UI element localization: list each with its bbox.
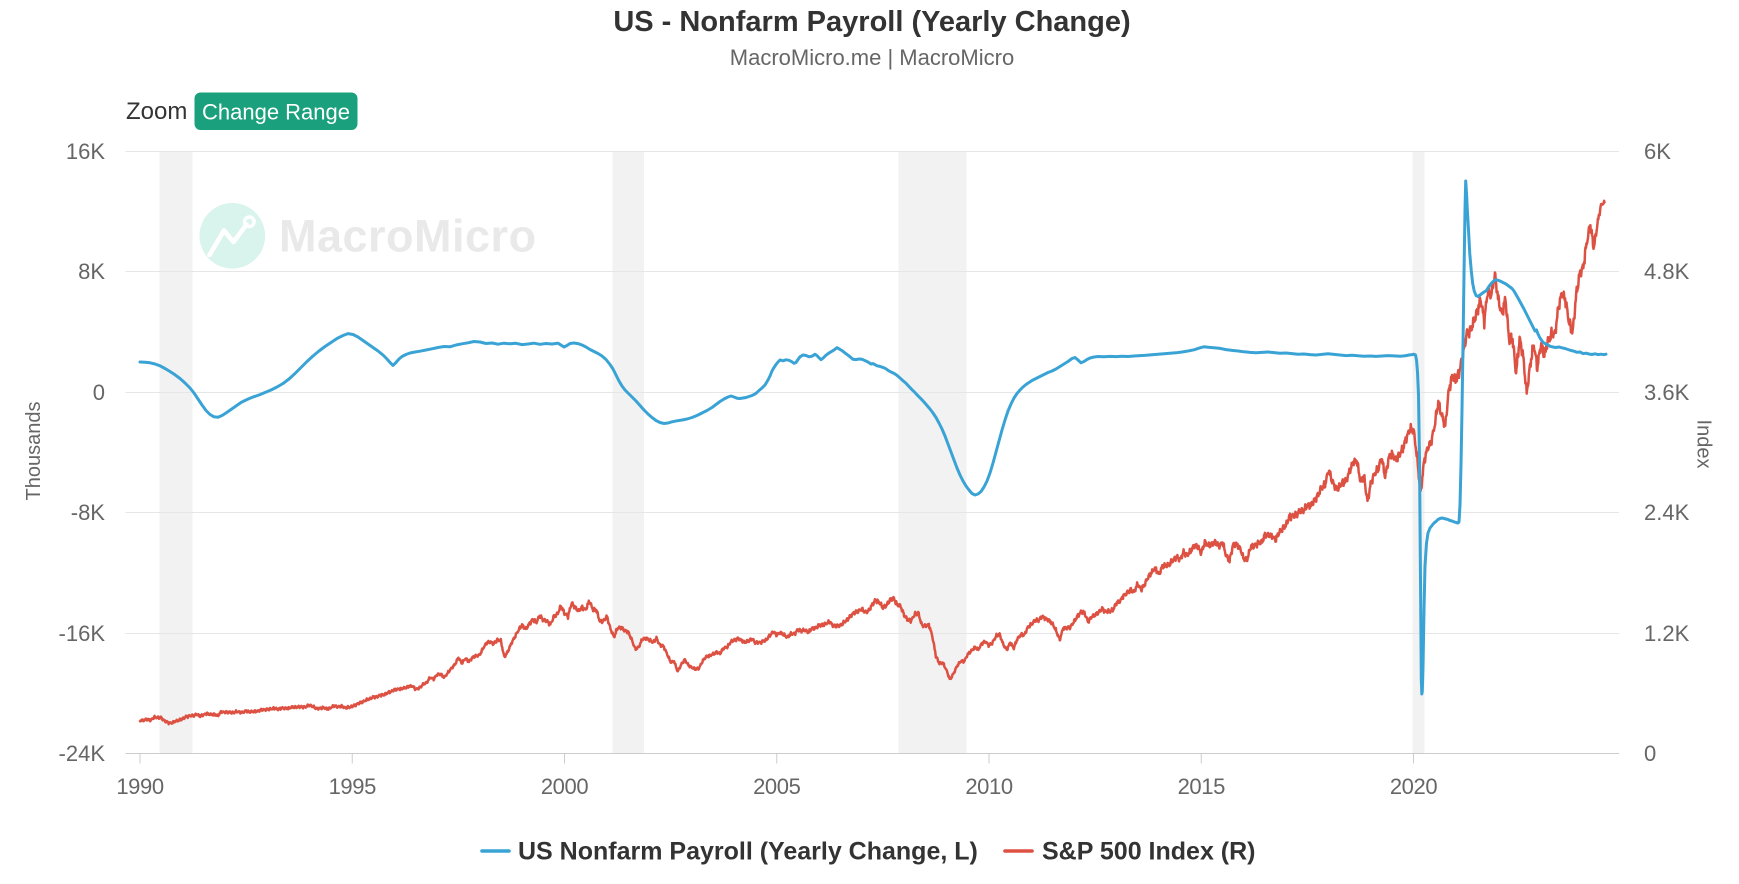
svg-text:-24K: -24K xyxy=(59,741,106,766)
svg-text:2000: 2000 xyxy=(541,774,589,799)
svg-text:Thousands: Thousands xyxy=(23,402,45,501)
svg-text:3.6K: 3.6K xyxy=(1644,380,1690,405)
svg-text:2015: 2015 xyxy=(1178,774,1226,799)
svg-text:1995: 1995 xyxy=(329,774,377,799)
svg-text:S&P 500 Index (R): S&P 500 Index (R) xyxy=(1042,838,1256,866)
svg-text:Zoom: Zoom xyxy=(126,98,187,125)
svg-text:-16K: -16K xyxy=(59,621,106,646)
svg-text:2010: 2010 xyxy=(965,774,1013,799)
svg-text:1.2K: 1.2K xyxy=(1644,621,1690,646)
svg-text:2.4K: 2.4K xyxy=(1644,500,1690,525)
svg-text:2020: 2020 xyxy=(1390,774,1438,799)
svg-text:4.8K: 4.8K xyxy=(1644,259,1690,284)
svg-text:MacroMicro.me | MacroMicro: MacroMicro.me | MacroMicro xyxy=(730,45,1014,70)
svg-text:0: 0 xyxy=(1644,741,1656,766)
svg-text:-8K: -8K xyxy=(71,500,106,525)
svg-text:MacroMicro: MacroMicro xyxy=(279,211,537,262)
svg-text:16K: 16K xyxy=(66,139,105,164)
svg-text:US - Nonfarm Payroll (Yearly C: US - Nonfarm Payroll (Yearly Change) xyxy=(613,6,1130,38)
svg-text:8K: 8K xyxy=(78,259,105,284)
svg-text:0: 0 xyxy=(93,380,105,405)
svg-text:US Nonfarm Payroll (Yearly Cha: US Nonfarm Payroll (Yearly Change, L) xyxy=(518,838,978,866)
svg-text:Index: Index xyxy=(1693,420,1715,469)
svg-text:2005: 2005 xyxy=(753,774,801,799)
svg-text:Change Range: Change Range xyxy=(202,100,350,125)
svg-text:1990: 1990 xyxy=(116,774,164,799)
svg-text:6K: 6K xyxy=(1644,139,1671,164)
